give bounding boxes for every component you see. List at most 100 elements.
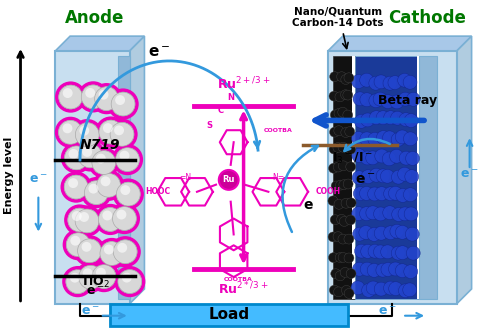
Circle shape bbox=[66, 270, 90, 293]
Circle shape bbox=[351, 281, 365, 295]
Text: N: N bbox=[227, 93, 234, 102]
Circle shape bbox=[339, 180, 349, 190]
Circle shape bbox=[388, 76, 402, 89]
Circle shape bbox=[376, 263, 390, 277]
Circle shape bbox=[388, 262, 402, 276]
Circle shape bbox=[83, 268, 93, 278]
Circle shape bbox=[117, 210, 126, 219]
Circle shape bbox=[110, 122, 134, 146]
Circle shape bbox=[344, 234, 354, 244]
Circle shape bbox=[69, 149, 78, 159]
Circle shape bbox=[71, 236, 80, 246]
Circle shape bbox=[334, 126, 344, 136]
Circle shape bbox=[373, 245, 387, 259]
Circle shape bbox=[329, 163, 338, 173]
Circle shape bbox=[361, 170, 375, 184]
Circle shape bbox=[360, 262, 374, 276]
Circle shape bbox=[66, 233, 90, 257]
Polygon shape bbox=[55, 36, 144, 51]
Circle shape bbox=[396, 130, 409, 144]
Circle shape bbox=[384, 281, 397, 295]
Circle shape bbox=[353, 227, 367, 241]
Text: C: C bbox=[218, 106, 224, 115]
Circle shape bbox=[404, 114, 418, 128]
Circle shape bbox=[341, 128, 351, 137]
Circle shape bbox=[381, 263, 395, 276]
Circle shape bbox=[390, 224, 404, 238]
Circle shape bbox=[390, 149, 404, 163]
Circle shape bbox=[383, 76, 397, 90]
Circle shape bbox=[341, 285, 351, 295]
Circle shape bbox=[352, 148, 366, 162]
Circle shape bbox=[375, 149, 389, 163]
Circle shape bbox=[352, 207, 366, 220]
Circle shape bbox=[360, 207, 373, 221]
Circle shape bbox=[78, 239, 101, 263]
Circle shape bbox=[376, 131, 390, 144]
Circle shape bbox=[59, 85, 83, 109]
Circle shape bbox=[366, 151, 380, 165]
Circle shape bbox=[344, 73, 354, 83]
Circle shape bbox=[390, 111, 404, 125]
Circle shape bbox=[368, 244, 382, 258]
Circle shape bbox=[338, 161, 348, 171]
Circle shape bbox=[328, 196, 338, 206]
Circle shape bbox=[120, 151, 130, 160]
Circle shape bbox=[406, 227, 419, 241]
Circle shape bbox=[352, 171, 366, 185]
Circle shape bbox=[72, 211, 82, 221]
Circle shape bbox=[331, 181, 341, 191]
Circle shape bbox=[389, 282, 403, 295]
Circle shape bbox=[369, 94, 383, 108]
Circle shape bbox=[117, 243, 127, 253]
Circle shape bbox=[362, 283, 375, 297]
Bar bbox=[355, 56, 419, 299]
Circle shape bbox=[397, 167, 411, 181]
Circle shape bbox=[405, 170, 419, 184]
Circle shape bbox=[360, 187, 373, 200]
Circle shape bbox=[396, 264, 409, 278]
Circle shape bbox=[384, 226, 397, 240]
Text: Load: Load bbox=[208, 307, 249, 322]
Circle shape bbox=[122, 273, 132, 282]
Circle shape bbox=[95, 87, 119, 111]
Circle shape bbox=[120, 185, 130, 195]
Circle shape bbox=[98, 90, 108, 99]
Circle shape bbox=[79, 126, 89, 136]
Circle shape bbox=[339, 216, 349, 226]
Circle shape bbox=[336, 72, 347, 82]
Circle shape bbox=[346, 215, 356, 225]
Circle shape bbox=[351, 75, 365, 88]
Circle shape bbox=[64, 146, 88, 170]
Circle shape bbox=[398, 73, 411, 87]
Text: e$^-$: e$^-$ bbox=[355, 173, 376, 187]
Circle shape bbox=[219, 170, 239, 190]
Text: Anode: Anode bbox=[65, 9, 125, 27]
Text: Carbon-14 Dots: Carbon-14 Dots bbox=[292, 18, 384, 28]
Circle shape bbox=[360, 93, 374, 107]
Text: e$^-$: e$^-$ bbox=[378, 305, 396, 318]
Circle shape bbox=[383, 131, 396, 145]
Circle shape bbox=[333, 162, 343, 172]
Circle shape bbox=[396, 225, 409, 239]
Circle shape bbox=[338, 253, 348, 262]
Circle shape bbox=[346, 269, 356, 278]
Circle shape bbox=[376, 169, 390, 183]
Circle shape bbox=[391, 133, 405, 146]
Bar bbox=[55, 51, 130, 304]
Circle shape bbox=[392, 208, 406, 221]
Circle shape bbox=[96, 174, 120, 197]
Circle shape bbox=[375, 187, 389, 201]
Text: N=: N= bbox=[272, 174, 284, 183]
Circle shape bbox=[338, 142, 348, 152]
Circle shape bbox=[341, 90, 350, 100]
Circle shape bbox=[344, 253, 354, 263]
Circle shape bbox=[341, 198, 351, 208]
Circle shape bbox=[62, 123, 72, 133]
Circle shape bbox=[399, 151, 413, 165]
Circle shape bbox=[340, 267, 350, 277]
Bar bbox=[328, 51, 457, 304]
Circle shape bbox=[100, 242, 124, 265]
Circle shape bbox=[338, 234, 348, 244]
Circle shape bbox=[329, 144, 339, 154]
